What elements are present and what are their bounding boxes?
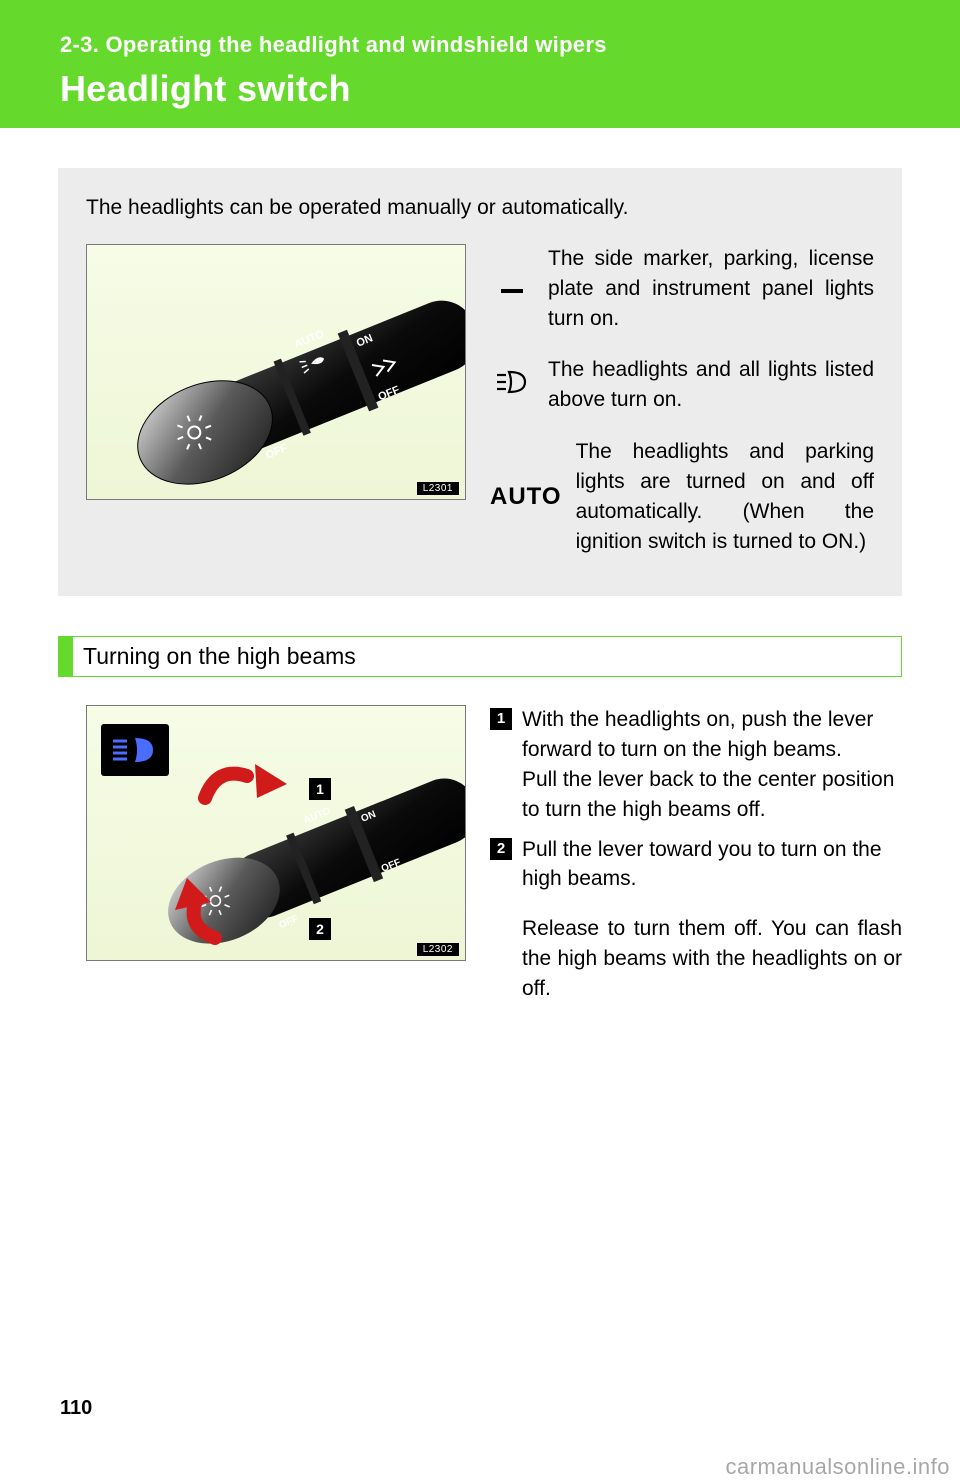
arrow-forward [205,774,247,798]
steps-list: 1 With the headlights on, push the lever… [490,705,902,1003]
step-1-number: 1 [490,708,512,730]
figure-1-column: AUTO ON OFF OFF [86,244,466,556]
step-1-text: With the headlights on, push the lever f… [522,708,873,761]
lever-illustration-1: AUTO ON OFF OFF [87,245,466,500]
callout-2: 2 [309,918,331,940]
step-1-after: Pull the lever back to the center positi… [522,768,894,821]
intro-box: The headlights can be operated manually … [58,168,902,596]
header-band: 2-3. Operating the headlight and windshi… [0,0,960,128]
step-2-text: Pull the lever toward you to turn on the… [522,835,902,895]
figure-2-label: L2302 [417,943,459,956]
figure-2: AUTO ON OFF OFF 1 2 L2302 [86,705,466,961]
watermark: carmanualsonline.info [725,1454,950,1480]
figure-1-label: L2301 [417,482,459,495]
sub-heading-text: Turning on the high beams [73,637,356,676]
intro-text: The headlights can be operated manually … [86,196,874,220]
mode-parking-text: The side marker, parking, license plate … [548,244,874,333]
high-beams-section: AUTO ON OFF OFF 1 2 L2302 1 [58,705,902,1003]
modes-list: The side marker, parking, license plate … [490,244,874,556]
step-2: 2 Pull the lever toward you to turn on t… [490,835,902,895]
intro-split: AUTO ON OFF OFF [86,244,874,556]
page-title: Headlight switch [60,68,960,110]
auto-label: AUTO [490,483,562,511]
lever-illustration-2: AUTO ON OFF OFF [87,706,466,961]
step-1: 1 With the headlights on, push the lever… [490,705,902,824]
content: The headlights can be operated manually … [0,128,960,1004]
section-number: 2-3. Operating the headlight and windshi… [60,32,960,58]
figure-1: AUTO ON OFF OFF [86,244,466,500]
release-note: Release to turn them off. You can flash … [522,914,902,1003]
mode-row-parking: The side marker, parking, license plate … [490,244,874,333]
sub-heading: Turning on the high beams [58,636,902,677]
mode-auto-text: The headlights and parking lights are tu… [576,437,874,556]
headlight-icon [490,370,534,401]
dial2-off-outer-label: OFF [277,914,300,932]
figure-2-column: AUTO ON OFF OFF 1 2 L2302 [86,705,466,1003]
page-number: 110 [60,1397,92,1420]
mode-headlight-text: The headlights and all lights listed abo… [548,355,874,415]
mode-row-auto: AUTO The headlights and parking lights a… [490,437,874,556]
sub-heading-accent [59,637,73,676]
step-2-number: 2 [490,838,512,860]
mode-row-headlight: The headlights and all lights listed abo… [490,355,874,415]
parking-symbol [490,275,534,303]
callout-1: 1 [309,778,331,800]
